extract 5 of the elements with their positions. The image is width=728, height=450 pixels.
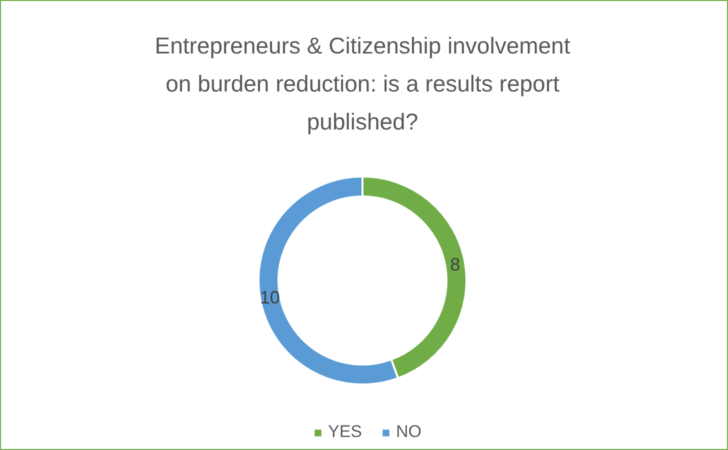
legend-label: NO bbox=[396, 422, 422, 442]
legend-label: YES bbox=[328, 422, 362, 442]
data-label: 8 bbox=[450, 254, 460, 275]
data-label: 10 bbox=[260, 287, 280, 308]
chart-title: Entrepreneurs & Citizenship involvement on burden reduction: is a results report published? bbox=[154, 32, 571, 134]
